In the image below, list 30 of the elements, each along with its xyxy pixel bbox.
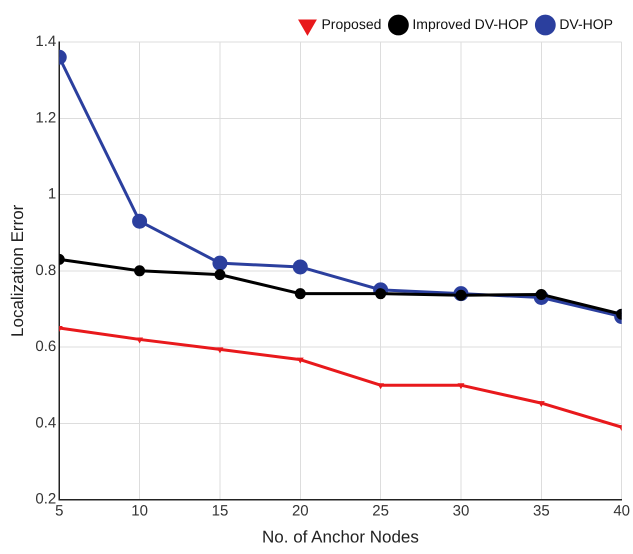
point xyxy=(292,259,308,274)
y-tick-label: 0.6 xyxy=(35,338,56,356)
x-tick-label: 30 xyxy=(452,502,470,520)
point xyxy=(216,347,224,353)
legend-label: Proposed xyxy=(321,16,382,32)
point xyxy=(212,256,228,271)
y-tick-label: 1.2 xyxy=(35,109,56,126)
x-axis-title: No. of Anchor Nodes xyxy=(262,527,419,546)
point xyxy=(294,288,306,300)
y-tick-label: 0.4 xyxy=(35,414,56,432)
x-tick-label: 35 xyxy=(532,502,550,520)
point xyxy=(458,383,464,389)
legend-label: DV-HOP xyxy=(559,16,614,32)
point xyxy=(132,214,148,229)
point xyxy=(134,265,146,276)
y-axis-title: Localization Error xyxy=(8,204,27,337)
y-tick-label: 0.8 xyxy=(35,262,56,279)
point xyxy=(297,358,304,364)
y-tick-label: 0.2 xyxy=(35,490,56,508)
x-tick-label: 10 xyxy=(131,502,148,520)
x-tick-label: 20 xyxy=(292,502,309,520)
x-tick-label: 25 xyxy=(372,502,389,520)
legend-label: Improved DV-HOP xyxy=(412,16,528,32)
x-tick-label: 5 xyxy=(55,502,64,520)
point xyxy=(214,269,226,280)
y-tick-label: 1.4 xyxy=(35,33,56,50)
point xyxy=(136,337,143,343)
x-tick-label: 40 xyxy=(613,502,630,520)
y-tick-label: 1 xyxy=(48,186,56,203)
x-tick-label: 15 xyxy=(212,502,228,520)
